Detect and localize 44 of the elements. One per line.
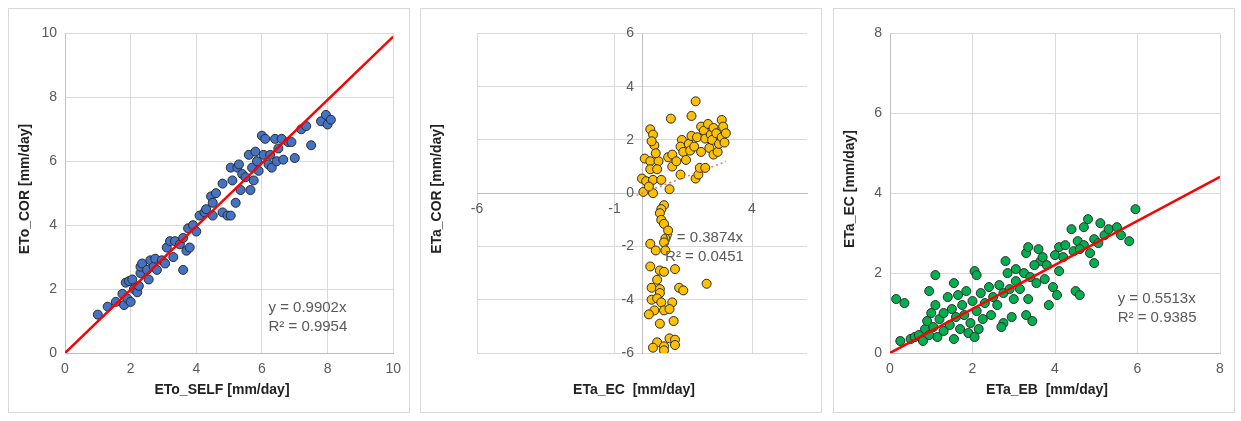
y-tick-label: -4 [621, 290, 635, 307]
x-tick-label: -1 [608, 200, 621, 217]
y-tick-label: 2 [626, 130, 635, 147]
y-tick-label: 2 [874, 263, 883, 280]
x-tick-label: -6 [470, 200, 484, 217]
y-tick-label: 4 [874, 184, 883, 201]
x-tick-label: 2 [126, 360, 135, 377]
y-tick-label: 4 [49, 216, 58, 233]
y-axis-title: ETa_EC [mm/day] [841, 130, 857, 248]
x-tick-label: 4 [192, 360, 201, 377]
x-tick-label: 10 [385, 360, 402, 377]
y-tick-label: 6 [49, 152, 58, 169]
y-tick-label: -2 [621, 237, 635, 254]
y-tick-label: 0 [874, 343, 883, 360]
x-tick-label: 4 [1051, 360, 1060, 377]
y-tick-label: 6 [874, 104, 883, 121]
annotation: R² = 0.0451 [665, 247, 744, 265]
y-axis-title: ETa_COR [mm/day] [428, 124, 445, 254]
x-axis-title: ETo_SELF [mm/day] [153, 381, 291, 397]
annotation: y = 0.3874x [665, 228, 744, 246]
y-tick-label: -6 [621, 343, 635, 360]
y-tick-label: 2 [49, 279, 58, 296]
x-tick-label: 2 [968, 360, 977, 377]
x-tick-label: 0 [61, 360, 70, 377]
y-axis-title: ETo_COR [mm/day] [16, 123, 32, 255]
y-tick-label: 0 [49, 343, 58, 360]
y-tick-label: 8 [874, 24, 883, 41]
annotation: R² = 0.9954 [268, 317, 348, 335]
x-axis-title: ETa_EB [mm/day] [985, 381, 1109, 397]
annotation: y = 0.9902x [268, 298, 347, 316]
x-tick-label: 0 [886, 360, 895, 377]
annotation: R² = 0.9385 [1117, 307, 1197, 325]
y-tick-label: 8 [49, 88, 58, 105]
x-tick-label: 6 [258, 360, 267, 377]
annotation: y = 0.5513x [1117, 288, 1197, 306]
y-tick-label: 6 [626, 24, 635, 41]
x-tick-label: 6 [1133, 360, 1142, 377]
y-tick-label: 4 [626, 77, 635, 94]
x-tick-label: 8 [1216, 360, 1225, 377]
x-tick-label: 4 [748, 200, 757, 217]
x-tick-label: 8 [323, 360, 332, 377]
y-tick-label: 0 [626, 184, 635, 201]
x-axis-title: ETa_EC [mm/day] [572, 381, 696, 397]
y-tick-label: 10 [41, 24, 58, 41]
